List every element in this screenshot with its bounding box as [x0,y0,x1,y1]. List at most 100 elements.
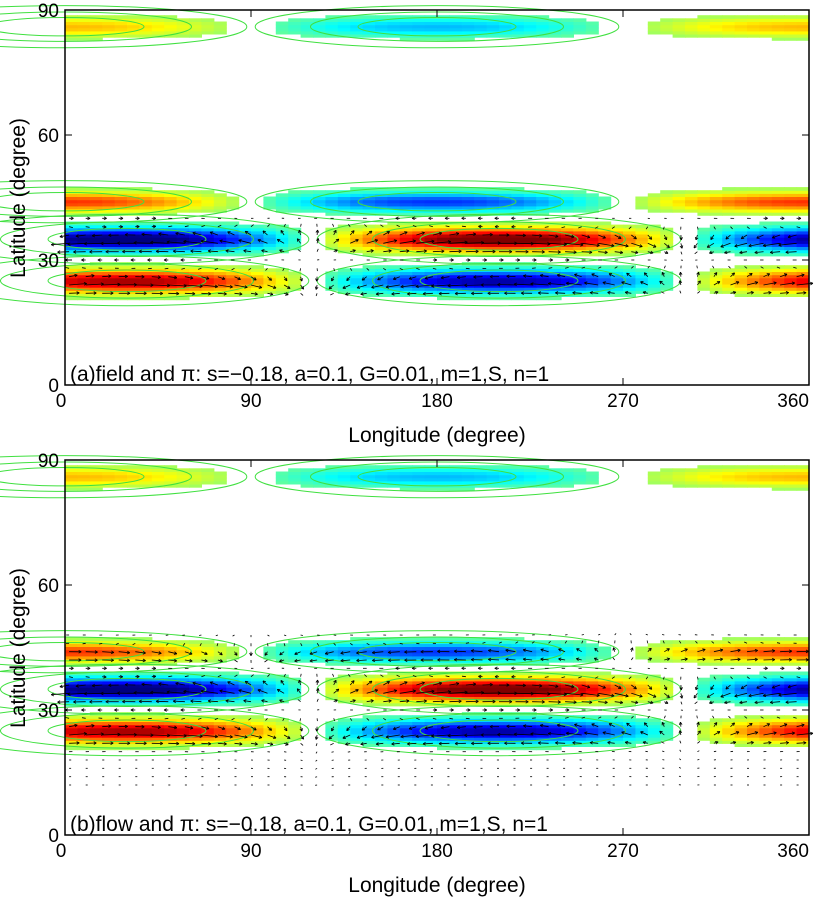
field-cell [449,474,463,479]
field-cell [697,230,711,235]
field-cell [102,237,116,241]
field-cell [399,640,413,644]
field-cell [561,252,574,257]
vector-arrow-head [440,277,445,280]
vector-arrow-head [222,276,226,280]
field-cell [251,677,264,682]
vector-arrow-head [120,216,124,219]
field-cell [424,655,438,660]
field-cell [623,687,636,691]
field-cell [102,652,116,657]
field-cell [461,37,475,41]
vector-arrow-head [798,216,802,219]
field-cell [151,737,165,741]
field-cell [201,693,215,697]
field-cell [127,702,140,707]
field-cell [127,468,140,472]
field-cell [511,209,525,213]
field-cell [536,477,550,482]
field-cell [437,234,450,238]
field-cell [722,284,736,288]
field-cell [114,237,128,241]
field-cell [151,21,165,26]
vector-arrow-head [254,277,257,281]
field-cell [375,465,388,469]
vector-arrow-head [464,285,468,288]
field-cell [139,677,153,682]
vector-arrow [400,284,417,288]
field-cell [424,193,438,197]
field-cell [164,234,178,238]
field-cell [337,677,351,682]
field-cell [387,249,401,254]
field-cell [585,727,599,732]
field-cell [164,687,178,691]
field-cell [399,484,413,488]
vector-arrow [296,238,301,244]
vector-arrow [578,226,582,229]
vector-arrow [238,239,252,244]
field-cell [722,290,736,294]
field-cell [424,671,438,676]
vector-arrow-head [356,239,359,243]
field-cell [523,674,537,679]
field-cell [226,674,240,679]
field-cell [771,196,785,201]
field-cell [697,18,711,22]
field-cell [548,743,562,747]
field-cell [275,696,289,701]
field-cell [623,227,636,232]
field-cell [288,468,302,472]
field-cell [375,202,388,207]
field-cell [65,687,78,691]
vector-arrow-head [504,291,508,294]
field-cell [189,640,202,644]
field-cell [424,702,438,707]
vector-arrow-head [680,271,683,275]
field-cell [176,237,190,241]
field-cell [647,274,661,279]
field-cell [65,646,78,651]
field-cell [288,477,302,482]
vector-arrow [361,276,367,281]
field-cell [759,468,773,472]
field-cell [399,737,413,741]
field-cell [734,268,748,272]
vector-arrow-head [141,276,145,279]
field-cell [337,737,351,741]
field-cell [263,646,277,651]
field-cell [523,484,537,488]
vector-arrow-head [93,291,97,294]
field-cell [499,687,512,691]
vector-arrow [333,268,336,272]
field-cell [474,730,488,735]
field-cell [709,652,723,657]
field-cell [734,265,748,269]
field-cell [251,252,264,257]
field-cell [300,640,314,644]
field-cell [151,296,165,301]
vector-arrow [328,284,334,290]
field-cell [722,234,736,238]
field-cell [722,274,736,279]
field-cell [561,677,574,682]
field-cell [499,221,512,226]
field-cell [176,277,190,282]
vector-arrow-head [387,231,390,235]
field-cell [176,243,190,247]
field-cell [747,737,760,741]
vector-arrow [250,224,254,228]
field-cell [573,721,587,726]
field-cell [796,265,810,269]
field-cell [685,18,698,22]
field-cell [325,643,339,647]
field-cell [573,727,587,732]
field-cell [288,196,302,201]
field-cell [251,730,264,735]
vector-arrow [150,242,169,244]
field-cell [350,718,364,722]
vector-arrow [416,250,427,253]
field-cell [325,659,339,663]
field-cell [536,202,550,207]
field-cell [387,24,401,29]
